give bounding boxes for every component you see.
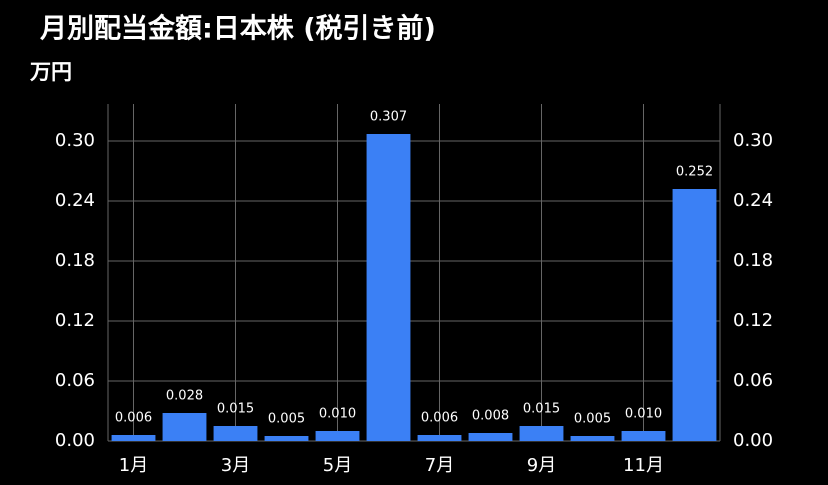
y2-tick-label: 0.24 [733, 190, 773, 211]
y-tick-label: 0.00 [55, 430, 95, 451]
chart-title: 月別配当金額:日本株 (税引き前) [39, 13, 436, 45]
x-tick-label: 3月 [221, 455, 250, 476]
y2-tick-label: 0.06 [733, 370, 773, 391]
value-label: 0.015 [217, 402, 254, 417]
value-label: 0.015 [523, 402, 560, 417]
x-tick-label: 7月 [425, 455, 454, 476]
bar [519, 426, 564, 441]
value-label: 0.010 [319, 407, 356, 422]
bar [162, 413, 207, 441]
value-label: 0.006 [115, 411, 152, 426]
y2-tick-label: 0.00 [733, 430, 773, 451]
value-label: 0.307 [370, 110, 407, 125]
x-tick-label: 1月 [119, 455, 148, 476]
value-label: 0.006 [421, 411, 458, 426]
x-tick-label: 5月 [323, 455, 352, 476]
bar [213, 426, 258, 441]
y-tick-label: 0.18 [55, 250, 95, 271]
bar [672, 189, 717, 441]
value-label: 0.005 [268, 412, 305, 427]
value-label: 0.005 [574, 412, 611, 427]
value-label: 0.252 [676, 165, 713, 180]
x-tick-label: 11月 [623, 455, 664, 476]
x-tick-label: 9月 [527, 455, 556, 476]
bar [366, 134, 411, 441]
y-tick-label: 0.30 [55, 130, 95, 151]
y2-tick-label: 0.30 [733, 130, 773, 151]
bar [111, 435, 156, 441]
y2-tick-label: 0.12 [733, 310, 773, 331]
y-tick-label: 0.06 [55, 370, 95, 391]
value-label: 0.028 [166, 389, 203, 404]
bar [570, 436, 615, 441]
bar [417, 435, 462, 441]
bar [621, 431, 666, 441]
y-tick-label: 0.12 [55, 310, 95, 331]
value-label: 0.008 [472, 409, 509, 424]
y-tick-label: 0.24 [55, 190, 95, 211]
y2-tick-label: 0.18 [733, 250, 773, 271]
bar [468, 433, 513, 441]
y-axis-label: 万円 [29, 60, 72, 84]
value-label: 0.010 [625, 407, 662, 422]
bar [264, 436, 309, 441]
bar [315, 431, 360, 441]
